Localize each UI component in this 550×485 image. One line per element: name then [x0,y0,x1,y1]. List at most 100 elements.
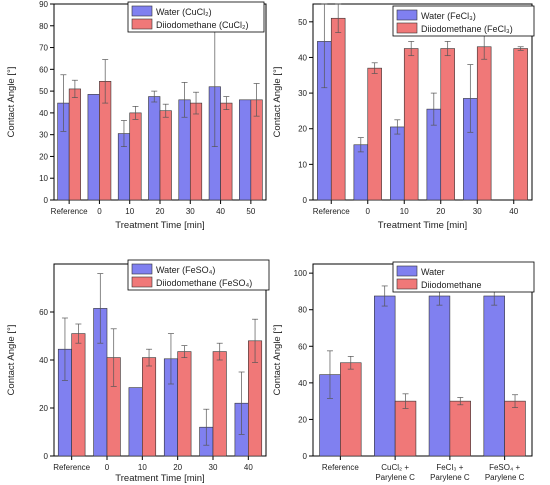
legend-label: Diiodomethane (CuCl₂) [156,20,249,30]
bar [476,46,492,201]
legend-label: Diiodomethane (FeSO₄) [156,278,252,288]
x-tick-label: 40 [216,207,225,216]
bar [148,96,161,201]
bar [390,126,405,201]
bar [353,144,369,201]
bar [71,333,86,457]
x-axis-label: Treatment Time [min] [115,220,204,231]
x-tick-label: 50 [246,207,255,216]
legend-swatch [396,265,418,277]
bar [483,295,505,457]
y-tick-label: 30 [39,131,48,140]
y-axis-label: Contact Angle [°] [6,325,17,396]
y-tick-label: 60 [39,65,48,74]
y-tick-label: 50 [39,87,48,96]
y-tick-label: 20 [298,415,307,424]
legend-label: Water (FeCl₃) [421,11,476,21]
y-tick-label: 0 [303,196,308,205]
bar [159,110,172,201]
x-tick-label: 20 [436,207,445,216]
bar [367,67,382,201]
y-tick-label: 0 [303,452,308,461]
legend: Water Diiodomethane [392,261,535,293]
y-tick-label: 0 [44,452,49,461]
x-tick-label: 40 [244,463,253,472]
x-tick-label: Reference [51,207,88,216]
y-tick-label: 40 [39,356,48,365]
x-tick-label: Reference [322,463,359,472]
bar [394,400,417,457]
x-tick-label: FeSO₄ + [489,463,520,472]
legend-swatch [396,22,418,34]
bar [340,362,362,457]
bar [220,102,233,201]
plot-frame [53,263,267,457]
y-tick-label: 40 [298,379,307,388]
x-tick-label: 10 [125,207,134,216]
x-tick-label: 20 [156,207,165,216]
y-axis-label: Contact Angle [°] [6,67,17,138]
y-tick-label: 50 [298,18,307,27]
legend-label: Diiodomethane (FeCl₃) [421,24,513,34]
y-tick-label: 10 [39,174,48,183]
legend-swatch [131,276,153,288]
y-tick-label: 60 [39,308,48,317]
x-tick-label: 30 [209,463,218,472]
legend: Water (FeCl₃) Diiodomethane (FeCl₃) [392,5,535,37]
y-tick-label: 20 [39,404,48,413]
x-tick-label: Parylene C [375,473,415,482]
bar [449,400,471,457]
y-tick-label: 80 [39,22,48,31]
y-tick-label: 30 [298,89,307,98]
bar [128,387,143,457]
y-tick-label: 80 [298,306,307,315]
bar [428,295,451,457]
legend-swatch [396,278,418,290]
x-tick-label: Reference [53,463,90,472]
x-tick-label: 30 [473,207,482,216]
x-tick-label: 20 [173,463,182,472]
x-tick-label: 0 [105,463,110,472]
bar [374,295,396,457]
y-axis-label: Contact Angle [°] [272,67,283,138]
bar [239,99,252,201]
bar [87,94,100,201]
legend-swatch [131,5,153,17]
x-tick-label: Reference [313,207,350,216]
x-tick-label: 0 [97,207,102,216]
y-tick-label: 40 [39,109,48,118]
bar [177,351,192,457]
bar [129,112,142,201]
legend-label: Water [421,267,445,277]
y-tick-label: 20 [39,152,48,161]
x-tick-label: 40 [509,207,518,216]
y-tick-label: 60 [298,342,307,351]
bar [440,48,455,201]
bar [513,48,528,201]
chart-panel: 0 10 20 30 40 50 Reference 0 10 20 30 40 Contact Ang… [272,3,535,231]
x-tick-label: FeCl₃ + [436,463,463,472]
y-axis-label: Contact Angle [°] [272,325,283,396]
x-tick-label: Parylene C [485,473,525,482]
y-tick-label: 100 [294,269,308,278]
bar [330,17,346,201]
legend-swatch [131,263,153,275]
legend: Water (FeSO₄) Diiodomethane (FeSO₄) [127,259,270,291]
chart-panel: 0 20 40 60 Reference 0 10 20 30 40 Contact Angle [… [6,259,270,484]
legend-swatch [131,18,153,30]
legend-label: Water (CuCl₂) [156,7,212,17]
y-tick-label: 20 [298,125,307,134]
bar [504,400,526,457]
x-tick-label: 30 [186,207,195,216]
bar [212,351,227,457]
bar [142,357,157,457]
x-tick-label: 0 [366,207,371,216]
legend-label: Diiodomethane [421,280,482,290]
x-tick-label: CuCl₂ + [381,463,409,472]
x-tick-label: 10 [400,207,409,216]
y-tick-label: 90 [39,0,48,9]
legend: Water (CuCl₂) Diiodomethane (CuCl₂) [127,1,265,33]
